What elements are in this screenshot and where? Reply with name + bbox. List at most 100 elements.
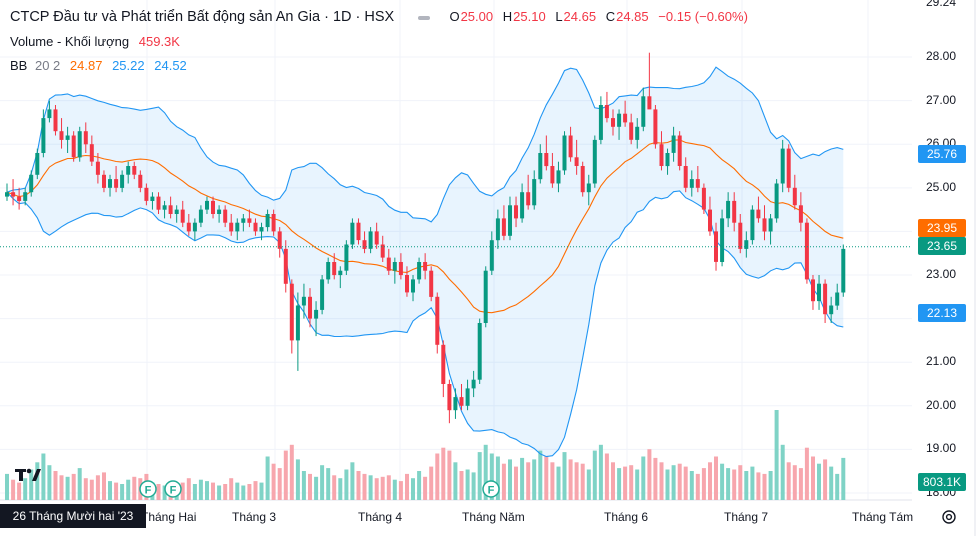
candle-body [247, 218, 252, 223]
symbol-legend[interactable]: CTCP Đầu tư và Phát triển Bất động sản A… [10, 9, 748, 25]
candle-body [453, 397, 458, 411]
candle-body [198, 209, 203, 223]
event-marker[interactable]: F [482, 480, 500, 498]
volume-bar [550, 462, 555, 500]
event-marker[interactable]: F [164, 480, 182, 498]
candle-body [750, 209, 755, 241]
x-label-mar: Tháng 3 [232, 510, 277, 524]
event-marker-circle [482, 480, 500, 498]
volume-bar [259, 482, 264, 500]
candle-body [544, 153, 549, 167]
candle-body [841, 248, 846, 293]
volume-bar [623, 466, 628, 500]
candle-body [338, 270, 343, 276]
candle-body [83, 131, 88, 145]
candle-body [138, 174, 143, 188]
bb-basis-tag: 23.95 [918, 219, 966, 237]
volume-bar [405, 473, 409, 500]
candle-body [17, 196, 22, 201]
candle-body [108, 179, 112, 188]
candle-body [780, 148, 785, 184]
volume-bar [392, 479, 397, 500]
candle-body [665, 153, 670, 167]
volume-bar [695, 473, 700, 500]
volume-bar [768, 471, 773, 500]
candle-body [441, 344, 446, 384]
volume-bar [289, 444, 294, 500]
tradingview-logo-icon[interactable] [14, 464, 46, 484]
volume-legend[interactable]: Volume - Khối lượng 459.3K [10, 34, 180, 50]
candle-body [804, 222, 809, 280]
volume-bar [465, 469, 470, 500]
candle-body [114, 179, 119, 188]
volume-bars [5, 410, 846, 500]
candle-body [647, 96, 652, 110]
volume-bar [586, 469, 591, 500]
volume-label: Volume - Khối lượng [10, 34, 130, 49]
volume-bar [108, 481, 112, 500]
candle-body [714, 231, 718, 262]
gear-icon[interactable] [940, 508, 958, 526]
volume-bar [744, 471, 749, 500]
price-tick-label: 29.24 [926, 0, 957, 9]
price-tick-label: 27.00 [926, 92, 957, 107]
volume-bar [156, 484, 161, 500]
volume-bar [811, 456, 815, 500]
candle-body [617, 113, 622, 127]
volume-bar [417, 471, 422, 500]
candle-body [368, 231, 373, 249]
candle-body [289, 283, 294, 341]
candle-body [265, 214, 270, 228]
volume-bar [283, 450, 288, 500]
candle-body [162, 205, 167, 210]
x-label-apr: Tháng 4 [358, 510, 403, 524]
volume-bar [41, 453, 46, 500]
x-label-may: Tháng Năm [462, 510, 525, 524]
candle-body [132, 166, 137, 175]
candle-body [326, 262, 331, 280]
symbol-title[interactable]: CTCP Đầu tư và Phát triển Bất động sản A… [10, 9, 395, 25]
bb-legend[interactable]: BB 20 2 24.87 25.22 24.52 [10, 58, 187, 74]
volume-bar [556, 466, 561, 500]
candle-body [768, 218, 773, 232]
volume-bar [380, 476, 385, 500]
volume-bar [17, 482, 22, 500]
candle-body [229, 222, 234, 232]
candle-body [604, 105, 609, 119]
candle-body [47, 109, 52, 119]
candle-body [738, 222, 743, 249]
candle-body [629, 122, 634, 140]
volume-bar [29, 469, 34, 500]
candle-body [65, 135, 70, 140]
volume-bar [89, 479, 94, 500]
volume-bar [659, 462, 664, 500]
candle-body [798, 205, 803, 223]
candle-body [556, 170, 561, 184]
bb-upper-line [6, 66, 844, 223]
volume-bar [332, 475, 337, 500]
x-label-jul: Tháng 7 [724, 510, 769, 524]
candle-body [392, 262, 397, 271]
volume-bar [253, 481, 258, 500]
candle-body [417, 262, 422, 280]
candle-body [495, 218, 500, 241]
volume-bar [786, 462, 791, 500]
volume-bar [762, 473, 767, 500]
candle-body [429, 270, 434, 297]
bb-upper-tag: 25.76 [918, 145, 966, 163]
candle-body [598, 105, 603, 140]
volume-bar [102, 472, 106, 500]
candle-body [592, 139, 597, 184]
hide-series-icon[interactable] [416, 11, 432, 25]
volume-bar [338, 478, 343, 500]
event-marker[interactable]: F [139, 480, 157, 498]
volume-bar [23, 478, 28, 500]
volume-bar [483, 444, 488, 500]
volume-bar [629, 465, 634, 500]
candle-body [756, 209, 761, 219]
candle-body [744, 240, 749, 249]
candle-body [205, 200, 209, 210]
volume-bar [229, 478, 234, 500]
